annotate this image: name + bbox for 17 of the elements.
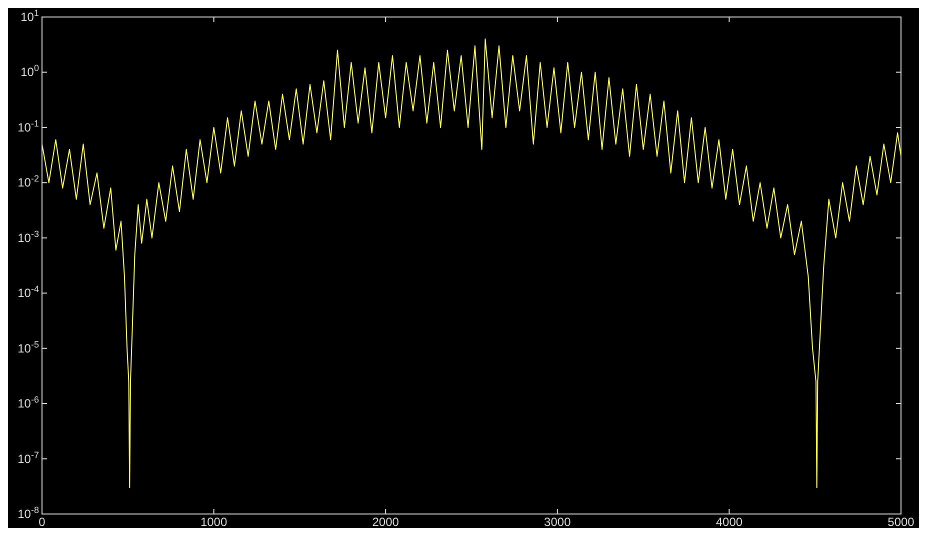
y-tick-label: 10$^{-6}$ (18, 394, 39, 411)
y-tick-label: 10$^{-4}$ (18, 284, 39, 300)
x-tick-label: 2000 (372, 515, 400, 529)
line-series (42, 38, 902, 488)
y-tick-label: 10$^{-1}$ (18, 118, 39, 134)
y-tick-label: 10$^{-8}$ (18, 505, 39, 521)
x-tick-label: 4000 (716, 515, 743, 529)
y-tick-label: 10$^{-7}$ (18, 450, 39, 466)
x-tick-label: 3000 (544, 515, 572, 529)
y-tick-label: 10$^{0}$ (20, 63, 39, 80)
y-tick-label: 10$^{-3}$ (18, 228, 39, 245)
x-tick-label: 0 (38, 515, 46, 529)
x-tick-label: 1000 (200, 515, 228, 529)
y-tick-label: 10$^{-5}$ (18, 339, 39, 356)
y-tick-label: 10$^{1}$ (20, 8, 39, 24)
x-tick-label: 5000 (888, 515, 915, 529)
y-tick-label: 10$^{-2}$ (18, 174, 39, 190)
